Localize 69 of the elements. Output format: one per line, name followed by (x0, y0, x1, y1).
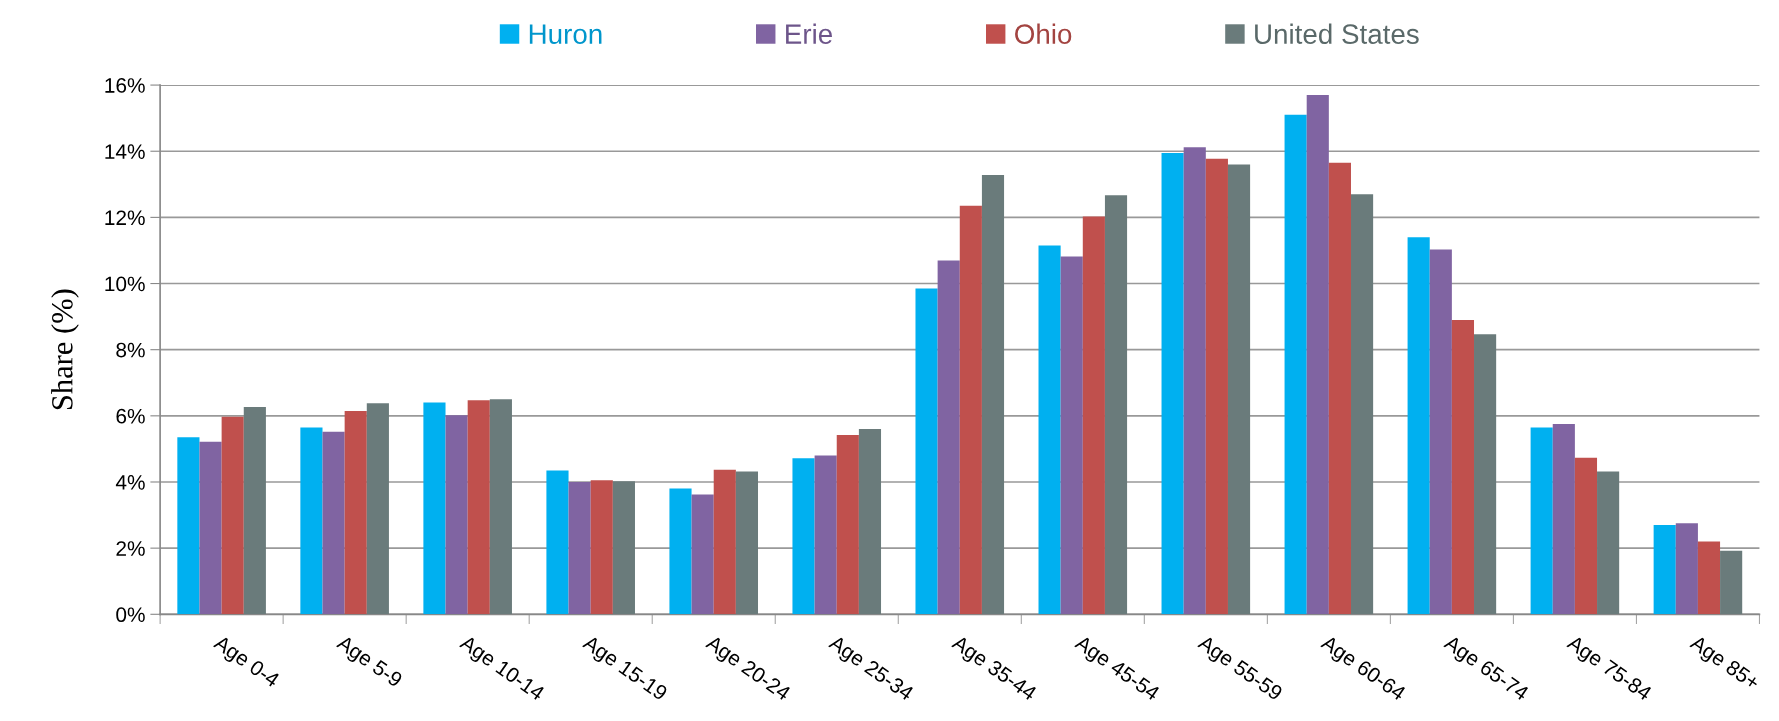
bar (243, 406, 266, 615)
bar (1675, 523, 1698, 615)
bar (467, 400, 490, 615)
bar (1082, 216, 1105, 615)
bar (344, 410, 367, 615)
bar (199, 441, 222, 615)
x-tick-label: Age 0-4 (210, 634, 281, 692)
bar (792, 458, 815, 615)
bar (1205, 158, 1228, 615)
y-tick-label: 2% (116, 541, 145, 556)
bar (445, 415, 468, 615)
bar (423, 402, 446, 615)
legend-label: Ohio (1015, 23, 1072, 44)
bar (735, 471, 759, 615)
bar (1038, 245, 1061, 615)
bar (300, 427, 323, 615)
x-tick-label: Age 85+ (1686, 634, 1761, 694)
bar (937, 260, 960, 615)
bar (1407, 237, 1430, 615)
bar (1574, 457, 1598, 615)
y-axis-title: Share (%) (51, 289, 79, 410)
bar (590, 480, 613, 615)
bar (177, 437, 200, 615)
bar (1653, 524, 1676, 615)
bar (366, 403, 389, 615)
x-tick-label: Age 5-9 (333, 634, 404, 691)
bar (1306, 95, 1329, 615)
legend-label: United States (1255, 23, 1419, 44)
bar (1328, 162, 1351, 615)
bar (1183, 147, 1206, 615)
y-tick-label: 4% (115, 475, 145, 490)
bar (1429, 249, 1452, 615)
y-tick-label: 14% (105, 144, 145, 159)
bar (1161, 152, 1184, 615)
y-tick-label: 0% (116, 607, 145, 623)
bar (1227, 164, 1251, 615)
y-tick-label: 8% (116, 342, 145, 358)
bar (1697, 541, 1721, 615)
y-tick-label: 10% (105, 276, 145, 292)
bar (1451, 319, 1475, 615)
legend-label: Erie (786, 23, 832, 44)
bar (1104, 195, 1128, 615)
bar (1597, 471, 1620, 615)
bar (1350, 194, 1374, 615)
bar (1060, 256, 1083, 615)
bar (568, 481, 591, 615)
bar (1552, 424, 1575, 615)
bar (915, 288, 938, 615)
bar (981, 175, 1005, 615)
bar (1720, 550, 1743, 615)
y-tick-label: 12% (105, 210, 145, 226)
bar (489, 399, 512, 615)
bar (836, 435, 859, 615)
bar (814, 455, 837, 615)
bar (669, 488, 692, 615)
legend-label: Huron (529, 24, 602, 44)
bar (1530, 427, 1553, 615)
bar (691, 494, 714, 615)
bar (546, 470, 569, 615)
bar (959, 205, 982, 615)
bar (1284, 114, 1307, 615)
y-tick-label: 16% (105, 78, 145, 93)
bar (612, 481, 635, 615)
bar (221, 416, 244, 615)
bar (1474, 334, 1497, 615)
bar (713, 469, 736, 615)
y-tick-label: 6% (116, 408, 145, 424)
bar (322, 431, 345, 615)
bar (858, 429, 882, 615)
